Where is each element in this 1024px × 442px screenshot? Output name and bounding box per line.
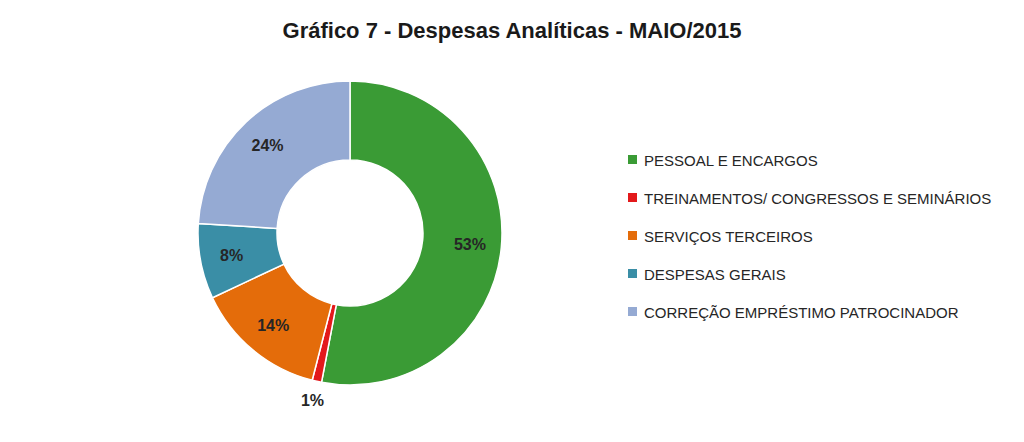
legend-swatch (628, 231, 637, 240)
data-labels: 53% 1% 14% 8% 24% (220, 137, 486, 410)
legend-item: SERVIÇOS TERCEIROS (628, 228, 813, 245)
legend-item: DESPESAS GERAIS (628, 266, 786, 283)
legend-item: TREINAMENTOS/ CONGRESSOS E SEMINÁRIOS (628, 190, 991, 207)
legend-label: DESPESAS GERAIS (644, 266, 786, 283)
chart-title: Gráfico 7 - Despesas Analíticas - MAIO/2… (283, 18, 742, 43)
data-label: 8% (220, 247, 243, 264)
legend-swatch (628, 193, 637, 202)
chart: Gráfico 7 - Despesas Analíticas - MAIO/2… (0, 0, 1024, 442)
legend-label: CORREÇÃO EMPRÉSTIMO PATROCINADOR (644, 304, 959, 321)
legend-label: SERVIÇOS TERCEIROS (644, 228, 813, 245)
data-label: 24% (251, 137, 283, 154)
data-label: 53% (454, 236, 486, 253)
data-label: 1% (301, 392, 324, 409)
slice (198, 223, 284, 297)
legend-label: TREINAMENTOS/ CONGRESSOS E SEMINÁRIOS (644, 190, 991, 207)
legend-label: PESSOAL E ENCARGOS (644, 152, 818, 169)
donut (198, 81, 502, 385)
data-label: 14% (257, 317, 289, 334)
slice (198, 81, 350, 228)
legend: PESSOAL E ENCARGOS TREINAMENTOS/ CONGRESS… (628, 152, 991, 321)
legend-item: CORREÇÃO EMPRÉSTIMO PATROCINADOR (628, 304, 959, 321)
legend-item: PESSOAL E ENCARGOS (628, 152, 818, 169)
legend-swatch (628, 269, 637, 278)
legend-swatch (628, 155, 637, 164)
legend-swatch (628, 307, 637, 316)
